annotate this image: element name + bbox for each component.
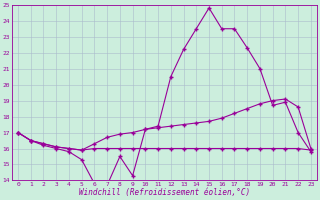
X-axis label: Windchill (Refroidissement éolien,°C): Windchill (Refroidissement éolien,°C) — [79, 188, 250, 197]
